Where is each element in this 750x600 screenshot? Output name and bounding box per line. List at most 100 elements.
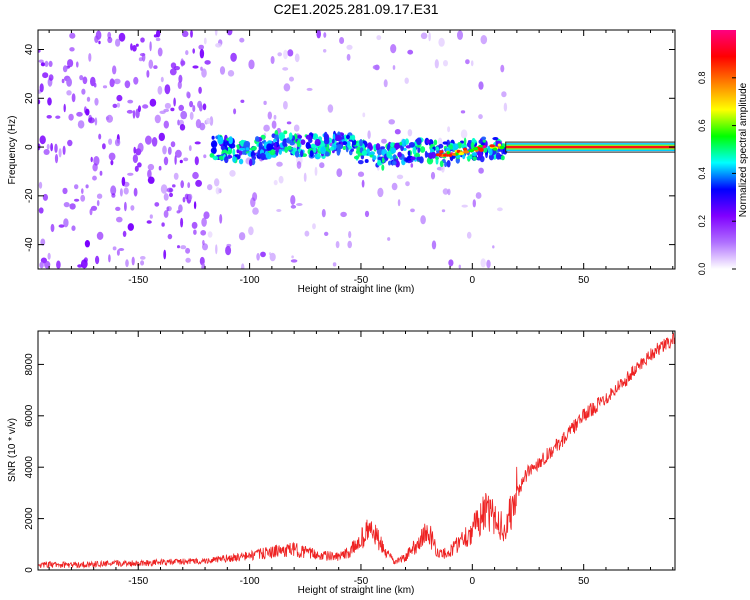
heatmap-ridge-blob	[381, 164, 385, 171]
heatmap-noise-blob	[47, 252, 51, 260]
heatmap-noise-blob	[189, 100, 194, 108]
heatmap-noise-blob	[40, 238, 46, 246]
heatmap-noise-blob	[404, 77, 409, 84]
heatmap-noise-blob	[294, 53, 300, 63]
heatmap-noise-blob	[486, 259, 491, 269]
heatmap-noise-blob	[123, 187, 129, 195]
heatmap-noise-blob	[267, 111, 272, 120]
heatmap-noise-blob	[83, 257, 88, 263]
snr-marks	[38, 332, 675, 569]
heatmap-ridge-blob	[228, 139, 233, 145]
heatmap-noise-blob	[84, 240, 90, 248]
heatmap-frame	[37, 29, 676, 270]
heatmap-noise-blob	[269, 252, 276, 262]
heatmap-noise-blob	[107, 36, 113, 44]
heatmap-noise-blob	[170, 141, 176, 148]
heatmap-noise-blob	[238, 232, 246, 241]
heatmap-hot-spot	[479, 147, 483, 151]
heatmap-noise-blob	[290, 259, 298, 263]
heatmap-noise-blob	[192, 48, 195, 54]
heatmap-noise-blob	[134, 165, 139, 172]
heatmap-noise-blob	[179, 124, 186, 131]
heatmap-noise-blob	[202, 239, 205, 246]
heatmap-noise-blob	[472, 199, 476, 208]
heatmap-noise-blob	[327, 104, 334, 113]
heatmap-noise-blob	[199, 48, 205, 59]
heatmap-noise-blob	[116, 102, 121, 108]
heatmap-noise-blob	[209, 116, 214, 126]
heatmap-noise-blob	[71, 225, 76, 231]
heatmap-noise-blob	[111, 193, 116, 198]
heatmap-ridge-blob	[294, 150, 300, 158]
y-tick-label: -20	[24, 188, 35, 203]
heatmap-noise-blob	[67, 139, 73, 147]
heatmap-noise-blob	[372, 65, 380, 70]
heatmap-ridge-blob	[238, 150, 243, 156]
heatmap-ridge-blob	[416, 137, 422, 146]
heatmap-noise-blob	[132, 45, 137, 52]
heatmap-ridge-blob	[289, 141, 296, 146]
heatmap-noise-blob	[448, 259, 454, 267]
heatmap-noise-blob	[290, 195, 296, 205]
heatmap-ridge-blob	[342, 141, 348, 146]
heatmap-noise-blob	[77, 264, 83, 268]
snr-frame	[37, 330, 676, 571]
heatmap-noise-blob	[480, 258, 486, 268]
heatmap-ridge-blob	[471, 152, 478, 157]
heatmap-ridge-blob	[481, 141, 485, 146]
heatmap-ridge-blob	[488, 148, 493, 156]
heatmap-noise-blob	[201, 263, 206, 269]
heatmap-ridge-blob	[297, 135, 303, 139]
heatmap-noise-blob	[203, 37, 207, 45]
heatmap-ridge-blob	[488, 153, 494, 161]
heatmap-ridge-blob	[406, 155, 412, 161]
heatmap-ridge-blob	[487, 145, 491, 150]
heatmap-noise-blob	[147, 169, 152, 179]
heatmap-ridge-blob	[284, 146, 289, 153]
heatmap-ridge-blob	[417, 147, 421, 153]
heatmap-noise-blob	[497, 207, 503, 212]
heatmap-ridge-blob	[391, 160, 397, 166]
heatmap-noise-blob	[58, 224, 65, 228]
heatmap-ridge-blob	[296, 139, 301, 148]
heatmap-noise-blob	[346, 44, 353, 50]
x-tick-label: 50	[578, 275, 590, 286]
heatmap-noise-blob	[287, 49, 294, 57]
heatmap-ridge-blob	[408, 142, 415, 148]
heatmap-noise-blob	[88, 117, 95, 124]
heatmap-hot-spot	[493, 147, 497, 151]
heatmap-noise-blob	[118, 248, 125, 251]
heatmap-noise-blob	[202, 103, 207, 111]
heatmap-noise-blob	[199, 122, 206, 131]
heatmap-noise-blob	[230, 52, 237, 62]
heatmap-noise-blob	[339, 37, 345, 44]
heatmap-noise-blob	[179, 159, 183, 164]
heatmap-noise-blob	[192, 105, 196, 112]
heatmap-noise-blob	[149, 41, 152, 52]
heatmap-noise-blob	[124, 201, 127, 212]
heatmap-ridge-blob	[330, 146, 335, 151]
heatmap-noise-blob	[164, 102, 171, 109]
heatmap-noise-blob	[397, 199, 401, 207]
heatmap-noise-blob	[248, 226, 254, 236]
heatmap-hot-spot	[439, 150, 444, 154]
heatmap-ridge-blob	[312, 133, 319, 141]
x-tick-label: -100	[240, 576, 260, 587]
heatmap-noise-blob	[203, 211, 210, 219]
heatmap-noise-blob	[112, 103, 118, 108]
heatmap-noise-blob	[121, 176, 126, 187]
heatmap-noise-blob	[441, 209, 446, 213]
heatmap-stable-band-core	[505, 145, 675, 149]
heatmap-noise-blob	[314, 166, 318, 176]
heatmap-noise-blob	[276, 161, 283, 167]
heatmap-noise-blob	[153, 65, 158, 69]
heatmap-noise-blob	[149, 214, 153, 219]
heatmap-ridge-blob	[495, 152, 501, 160]
heatmap-noise-blob	[178, 74, 183, 83]
snr-line	[38, 332, 675, 569]
colorbar-ticks: 0.0 0.2 0.4 0.6 0.8	[697, 72, 736, 275]
heatmap-noise-blob	[131, 256, 135, 266]
heatmap-noise-blob	[82, 76, 88, 85]
heatmap-ridge-blob	[220, 145, 226, 150]
heatmap-noise-blob	[376, 35, 382, 41]
